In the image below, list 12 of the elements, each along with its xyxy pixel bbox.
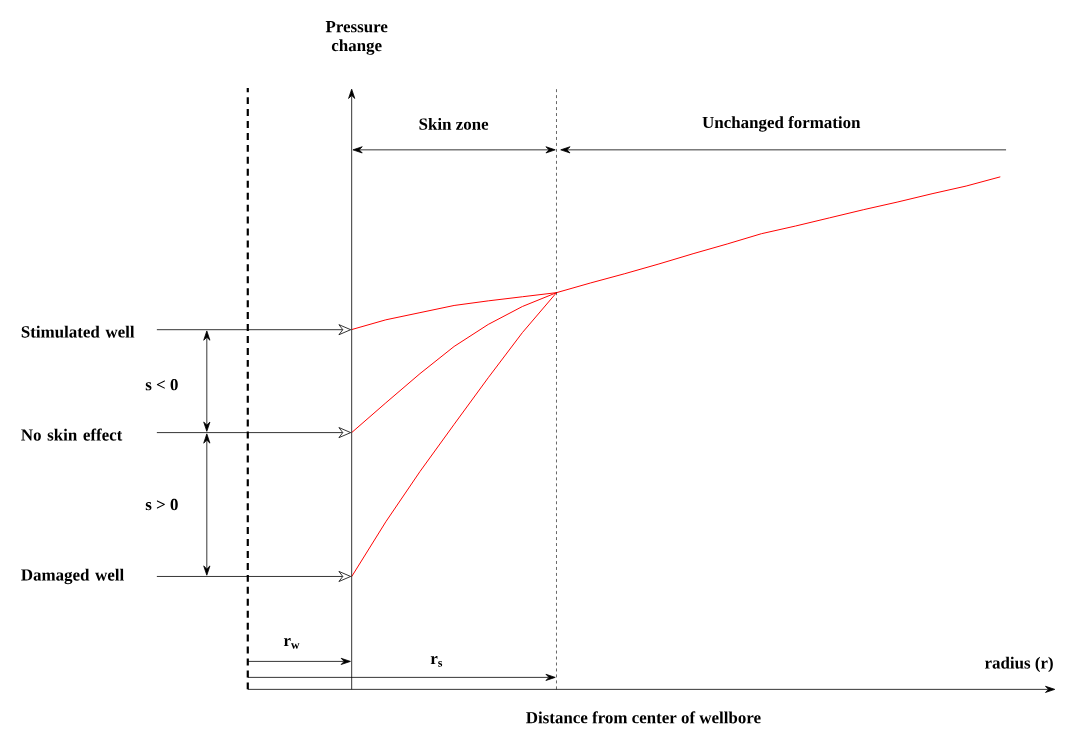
text: s < 0 [145,378,178,391]
text: Stimulated well [21,325,135,338]
text: Pressure change [325,20,388,55]
text: Skin zone [419,117,489,130]
x-axis-title: radius (r) [984,656,1053,672]
text: Unchanged formation [702,115,861,132]
text: Distance from center of wellbore [526,711,761,724]
annotation: r$_{s}$ [430,655,443,667]
text: Damaged well [21,568,124,585]
text: s > 0 [145,498,178,511]
text: r$_{w}$ [283,637,300,649]
text: No skin effect [21,428,123,441]
